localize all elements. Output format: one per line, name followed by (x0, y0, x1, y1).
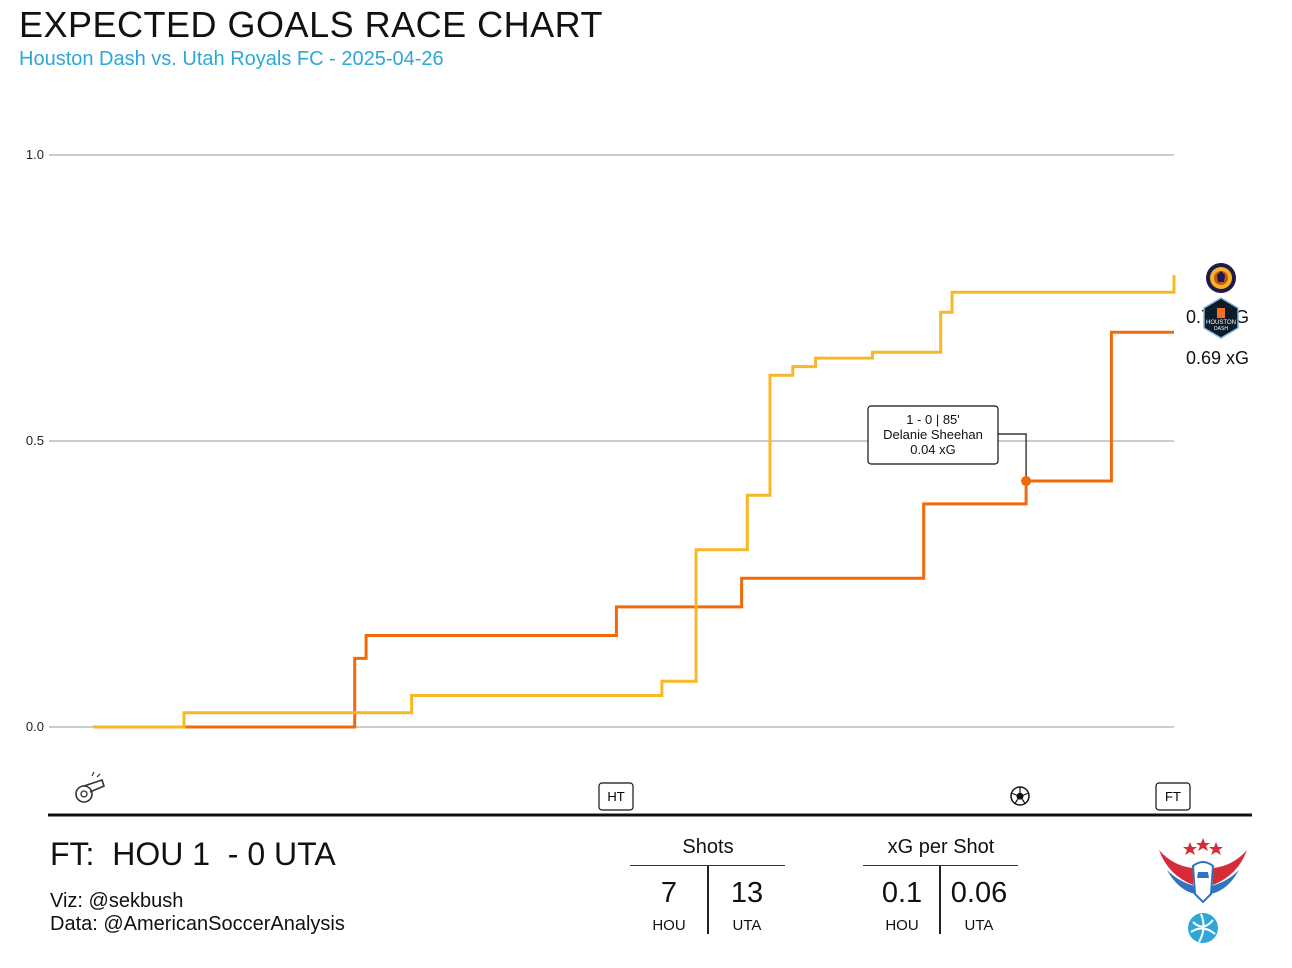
shots-away: 13 (730, 877, 764, 909)
whistle-icon (75, 771, 105, 803)
xg-per-shot-divider (863, 865, 1018, 866)
annotation-leader (998, 433, 1027, 482)
eagle-logo-icon (1159, 838, 1247, 943)
utah-royals-badge-icon (1206, 263, 1236, 293)
viz-credit: Viz: @sekbush (50, 890, 184, 912)
series-lines (93, 275, 1176, 729)
final-score: FT: HOU 1 - 0 UTA (50, 836, 336, 872)
timeline-marker-ft: FT (1155, 782, 1191, 811)
shots-home: 7 (660, 877, 678, 909)
data-credit: Data: @AmericanSoccerAnalysis (50, 913, 345, 935)
xg-per-shot-away: 0.06 (950, 877, 1008, 909)
goal-point (1021, 476, 1032, 487)
shots-away-label: UTA (732, 917, 762, 934)
svg-text:HOUSTON: HOUSTON (1206, 320, 1236, 326)
timeline-marker-ht: HT (598, 782, 634, 811)
series-line-uta (93, 275, 1176, 729)
svg-text:DASH: DASH (1214, 326, 1228, 332)
shots-divider (630, 865, 785, 866)
chart-subtitle: Houston Dash vs. Utah Royals FC - 2025-0… (19, 48, 444, 70)
xg-per-shot-separator (939, 866, 941, 934)
xg-per-shot-away-label: UTA (964, 917, 994, 934)
shots-title: Shots (682, 836, 734, 858)
houston-dash-badge-icon: HOUSTON DASH (1203, 297, 1239, 339)
shots-separator (707, 866, 709, 934)
marker-box (598, 782, 634, 811)
annotation-player: Delanie Sheehan (883, 427, 983, 442)
hou-end-label: 0.69 xG (1186, 348, 1249, 368)
y-tick-label: 0.5 (26, 433, 44, 448)
marker-box (1155, 782, 1191, 811)
y-tick-label: 1.0 (26, 147, 44, 162)
series-line-hou (184, 330, 1174, 729)
xg-per-shot-title: xG per Shot (887, 836, 995, 858)
y-tick-label: 0.0 (26, 719, 44, 734)
annotation-xg: 0.04 xG (910, 442, 956, 457)
grid-lines (49, 154, 1174, 728)
marker-label: FT (1165, 789, 1181, 804)
xg-per-shot-home-label: HOU (885, 917, 919, 934)
shots-home-label: HOU (652, 917, 686, 934)
timeline-markers: HT FT (598, 782, 1191, 811)
marker-label: HT (607, 789, 624, 804)
annotation-box (867, 405, 999, 465)
y-axis-ticks: 1.0 0.5 0.0 (26, 147, 44, 734)
annotation-score: 1 - 0 | 85' (906, 412, 960, 427)
xg-per-shot-home: 0.1 (881, 877, 923, 909)
soccer-ball-icon (1010, 786, 1030, 806)
chart-title: EXPECTED GOALS RACE CHART (19, 4, 603, 45)
